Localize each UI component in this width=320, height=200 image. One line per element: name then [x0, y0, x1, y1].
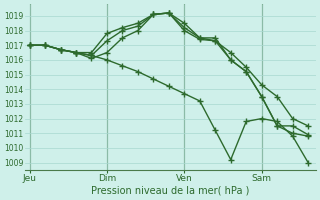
X-axis label: Pression niveau de la mer( hPa ): Pression niveau de la mer( hPa ): [91, 186, 250, 196]
